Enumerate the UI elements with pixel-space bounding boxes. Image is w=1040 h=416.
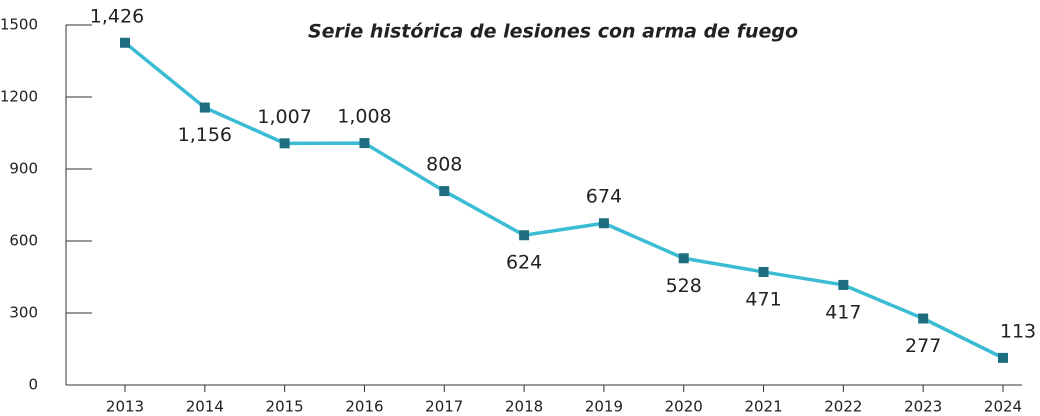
- data-label: 528: [666, 275, 702, 297]
- data-label: 674: [586, 186, 622, 208]
- point-marker: [598, 218, 609, 229]
- x-tick-label: 2017: [425, 398, 463, 416]
- point-marker: [199, 102, 210, 113]
- point-marker: [519, 230, 530, 241]
- y-tick-label: 600: [9, 232, 38, 250]
- y-tick-label: 900: [9, 160, 38, 178]
- data-label: 1,007: [257, 106, 311, 128]
- point-marker: [758, 266, 769, 277]
- point-marker: [918, 313, 929, 324]
- data-label: 277: [905, 335, 941, 357]
- point-marker: [838, 279, 849, 290]
- data-line: [123, 41, 1004, 360]
- x-tick-label: 2023: [904, 398, 942, 416]
- data-label: 1,426: [90, 5, 144, 27]
- point-marker: [120, 37, 130, 48]
- data-label: 417: [825, 301, 861, 323]
- x-tick-label: 2020: [665, 398, 703, 416]
- x-tick-label: 2013: [106, 398, 144, 416]
- data-label: 113: [1000, 320, 1036, 342]
- x-tick-label: 2022: [824, 398, 862, 416]
- x-tick-label: 2024: [984, 398, 1022, 416]
- x-tick-label: 2016: [345, 398, 383, 416]
- data-label: 808: [426, 154, 462, 176]
- x-tick-label: 2021: [744, 398, 782, 416]
- x-tick-label: 2014: [186, 398, 224, 416]
- y-tick-label: 0: [28, 376, 38, 394]
- x-tick-label: 2019: [585, 398, 623, 416]
- point-marker: [439, 186, 450, 197]
- point-marker: [279, 138, 290, 149]
- data-label: 1,156: [178, 124, 232, 146]
- x-tick-label: 2018: [505, 398, 543, 416]
- point-marker: [359, 138, 370, 149]
- y-tick-label: 1200: [0, 88, 38, 106]
- point-marker: [998, 352, 1008, 363]
- data-label: 624: [506, 252, 542, 274]
- y-tick-label: 300: [9, 304, 38, 322]
- chart-title: Serie histórica de lesiones con arma de …: [308, 21, 798, 43]
- data-label: 471: [745, 288, 781, 310]
- y-tick-label: 1500: [0, 16, 38, 34]
- data-label: 1,008: [337, 106, 391, 128]
- x-tick-label: 2015: [266, 398, 304, 416]
- point-marker: [678, 253, 689, 264]
